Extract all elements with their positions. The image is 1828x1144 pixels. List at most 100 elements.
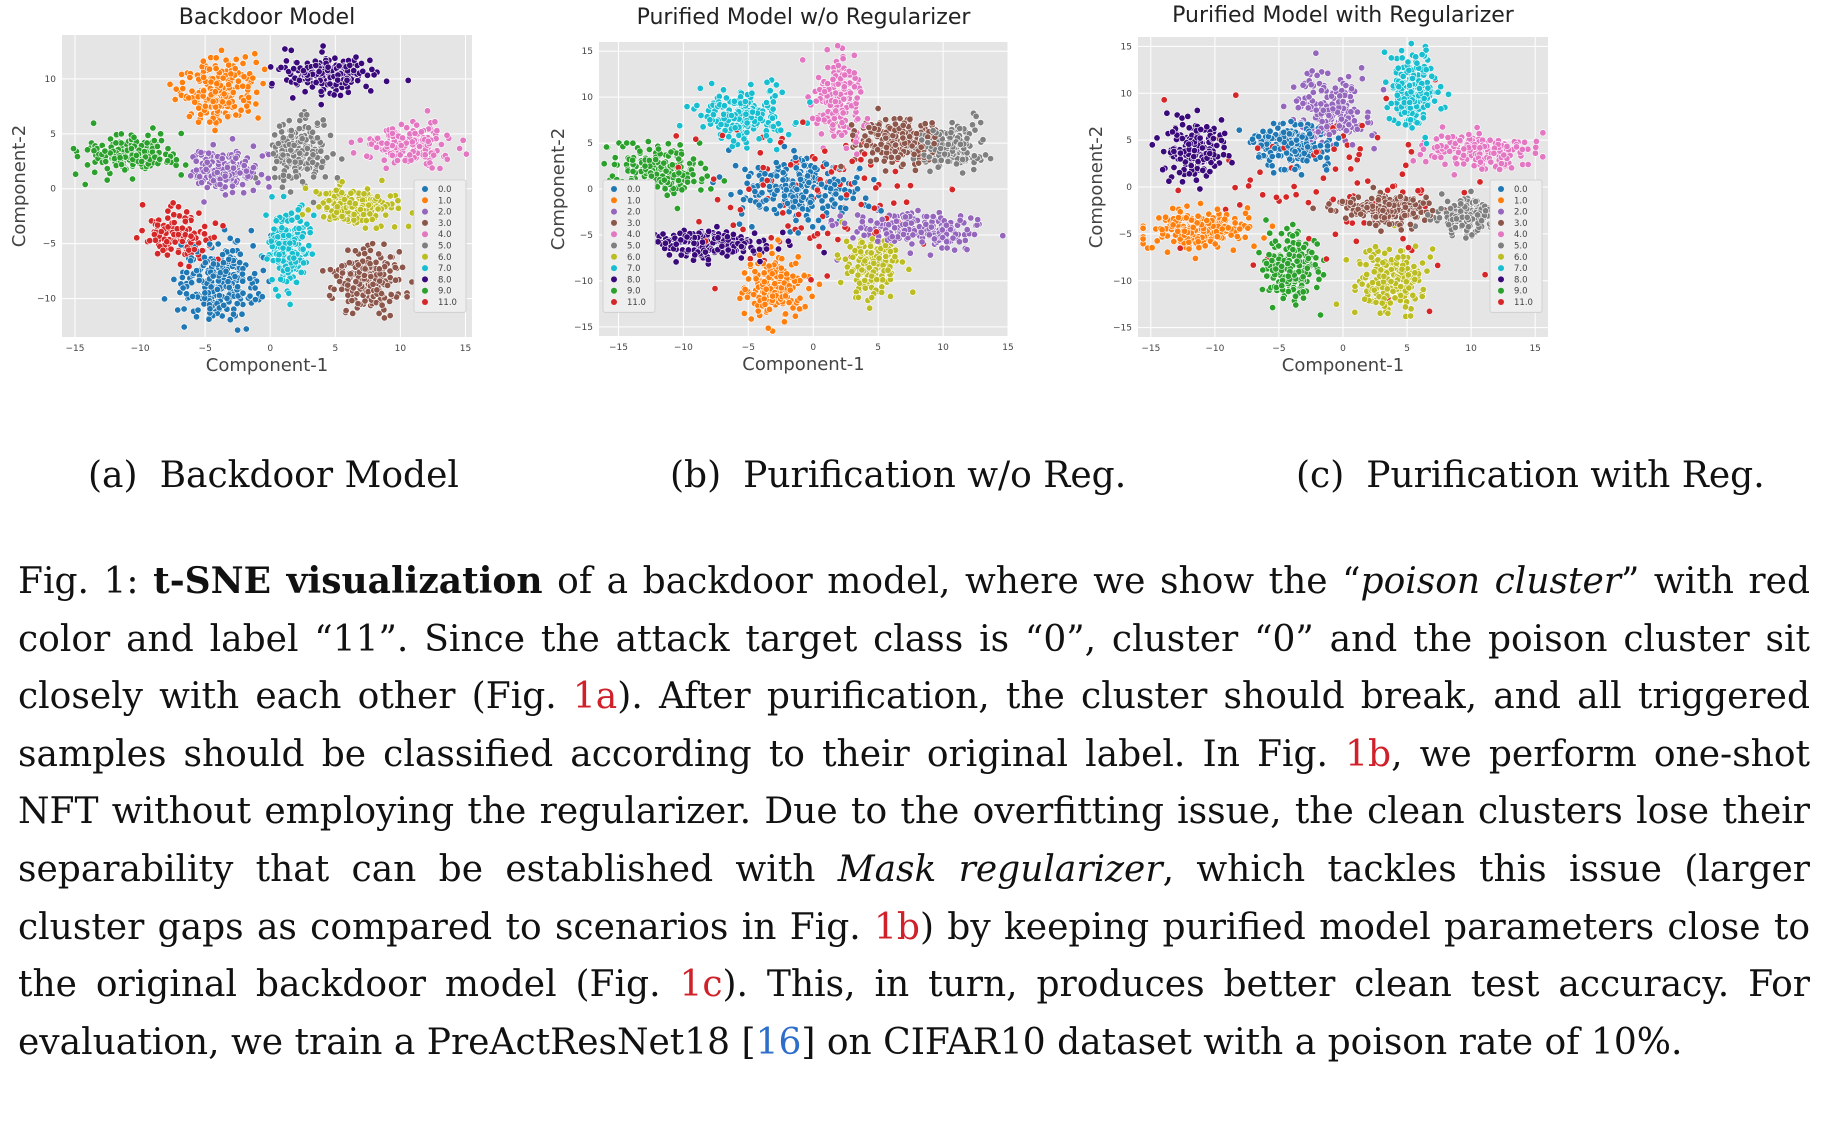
scatter-point-class-7-0 <box>747 81 755 89</box>
scatter-point-class-1-0 <box>240 73 248 81</box>
scatter-point-class-8-0 <box>301 88 309 96</box>
panel-a-chart: −15 −10 −5 0 5 10 15−10−505100.01.02.03.04.05.… <box>9 5 472 376</box>
scatter-point-class-8-0 <box>1178 178 1186 186</box>
x-tick-label: 0 <box>810 343 816 353</box>
scatter-point-class-4-0 <box>406 151 414 159</box>
scatter-point-class-4-0 <box>408 138 416 146</box>
legend-marker <box>422 253 428 260</box>
scatter-point-class-11-0 <box>903 198 911 206</box>
scatter-point-class-11-0 <box>170 219 178 227</box>
scatter-point-class-11-0 <box>154 221 162 229</box>
scatter-point-class-8-0 <box>705 227 713 235</box>
legend-label: 8.0 <box>438 275 452 285</box>
scatter-point-class-5-0 <box>279 171 287 179</box>
scatter-point-class-0-0 <box>224 278 232 286</box>
scatter-point-class-11-0 <box>181 231 189 239</box>
scatter-point-class-3-0 <box>921 120 929 128</box>
scatter-point-class-2-0 <box>828 222 836 230</box>
scatter-point-class-6-0 <box>332 186 340 194</box>
scatter-point-class-5-0 <box>321 173 329 181</box>
scatter-point-class-1-0 <box>760 278 768 286</box>
scatter-point-class-2-0 <box>198 179 206 187</box>
scatter-point-class-11-0 <box>813 186 821 194</box>
scatter-point-class-9-0 <box>91 168 99 176</box>
scatter-point-class-3-0 <box>848 121 856 129</box>
scatter-point-class-3-0 <box>891 148 899 156</box>
scatter-point-class-7-0 <box>769 105 777 113</box>
scatter-point-class-11-0 <box>843 191 851 199</box>
scatter-point-class-2-0 <box>229 189 237 197</box>
scatter-point-class-1-0 <box>755 251 763 259</box>
scatter-point-class-1-0 <box>252 100 260 108</box>
scatter-point-class-7-0 <box>766 136 774 144</box>
scatter-point-class-8-0 <box>336 91 344 99</box>
scatter-point-class-3-0 <box>348 297 356 305</box>
scatter-point-class-5-0 <box>285 117 293 125</box>
scatter-point-class-6-0 <box>858 238 866 246</box>
scatter-point-class-2-0 <box>873 219 881 227</box>
scatter-point-class-11-0 <box>857 201 865 209</box>
scatter-point-class-5-0 <box>924 139 932 147</box>
scatter-point-class-1-0 <box>237 106 245 114</box>
scatter-point-class-5-0 <box>313 119 321 127</box>
scatter-point-class-1-0 <box>212 65 220 73</box>
scatter-point-class-3-0 <box>360 271 368 279</box>
scatter-point-class-0-0 <box>819 204 827 212</box>
scatter-point-class-5-0 <box>296 149 304 157</box>
scatter-point-class-8-0 <box>749 247 757 255</box>
scatter-point-class-3-0 <box>899 134 907 142</box>
scatter-point-class-9-0 <box>121 166 129 174</box>
scatter-point-class-1-0 <box>220 90 228 98</box>
scatter-point-class-3-0 <box>344 291 352 299</box>
scatter-point-class-2-0 <box>902 220 910 228</box>
scatter-point-class-8-0 <box>724 246 732 254</box>
scatter-point-class-2-0 <box>230 164 238 172</box>
scatter-point-class-2-0 <box>892 217 900 225</box>
scatter-point-class-6-0 <box>372 224 380 232</box>
scatter-point-class-6-0 <box>884 266 892 274</box>
scatter-point-class-1-0 <box>239 59 247 67</box>
scatter-point-class-0-0 <box>246 292 254 300</box>
scatter-point-class-9-0 <box>636 147 644 155</box>
scatter-point-class-8-0 <box>312 78 320 86</box>
scatter-point-class-6-0 <box>405 222 413 230</box>
scatter-point-class-3-0 <box>880 157 888 165</box>
scatter-point-class-1-0 <box>747 315 755 323</box>
scatter-point-class-3-0 <box>837 163 845 171</box>
scatter-point-class-1-0 <box>231 65 239 73</box>
scatter-point-class-6-0 <box>873 276 881 284</box>
scatter-point-class-3-0 <box>882 167 890 175</box>
scatter-point-class-1-0 <box>791 312 799 320</box>
scatter-point-class-4-0 <box>817 130 825 138</box>
scatter-point-class-2-0 <box>249 186 257 194</box>
scatter-point-class-2-0 <box>918 238 926 246</box>
scatter-point-class-1-0 <box>796 294 804 302</box>
scatter-point-class-2-0 <box>257 171 265 179</box>
scatter-point-class-7-0 <box>706 116 714 124</box>
scatter-point-class-0-0 <box>851 179 859 187</box>
scatter-point-class-1-0 <box>800 272 808 280</box>
scatter-point-class-9-0 <box>652 156 660 164</box>
scatter-point-class-4-0 <box>421 151 429 159</box>
scatter-point-class-2-0 <box>854 211 862 219</box>
scatter-point-class-4-0 <box>423 107 431 115</box>
scatter-point-class-4-0 <box>824 80 832 88</box>
x-tick-label: 15 <box>460 344 471 354</box>
scatter-point-class-11-0 <box>823 272 831 280</box>
x-axis-label: Component-1 <box>206 355 328 376</box>
scatter-point-class-5-0 <box>313 134 321 142</box>
scatter-point-class-0-0 <box>799 205 807 213</box>
scatter-point-class-4-0 <box>823 46 831 54</box>
scatter-point-class-1-0 <box>201 102 209 110</box>
scatter-point-class-2-0 <box>229 182 237 190</box>
scatter-point-class-4-0 <box>1532 143 1540 151</box>
scatter-point-class-3-0 <box>872 156 880 164</box>
scatter-point-class-2-0 <box>187 172 195 180</box>
scatter-point-class-8-0 <box>368 65 376 73</box>
scatter-point-class-4-0 <box>397 120 405 128</box>
y-tick-label: −5 <box>43 240 56 250</box>
scatter-point-class-3-0 <box>359 257 367 265</box>
scatter-point-class-5-0 <box>959 155 967 163</box>
legend-marker <box>611 186 617 192</box>
scatter-point-class-9-0 <box>1266 229 1274 237</box>
